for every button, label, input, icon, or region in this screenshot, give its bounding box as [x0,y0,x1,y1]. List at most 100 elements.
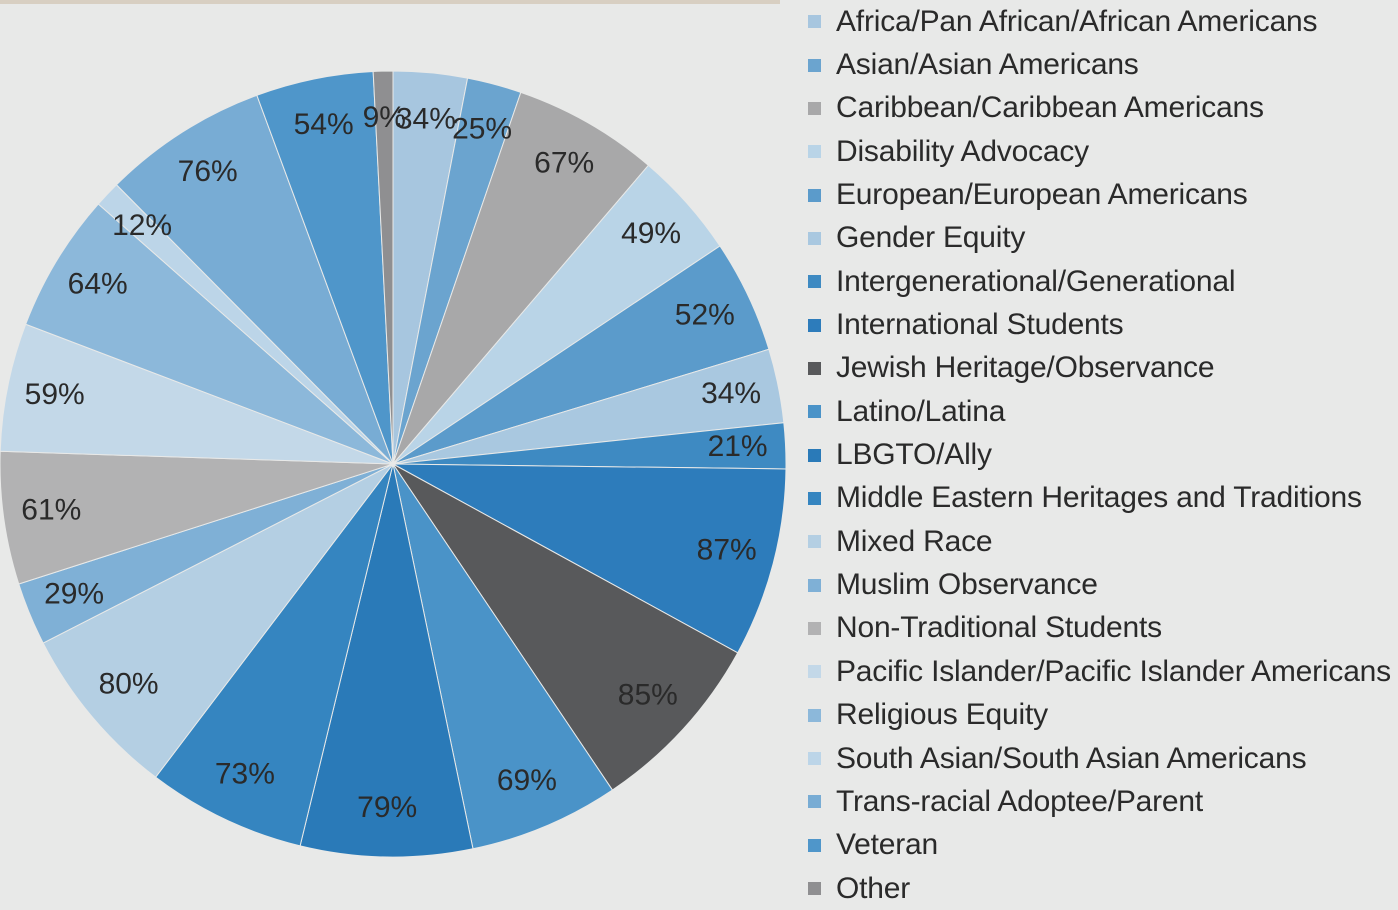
legend-swatch [808,145,821,159]
legend-label: Muslim Observance [836,568,1098,602]
slice-value-label: 85% [618,679,678,712]
legend-label: Gender Equity [836,221,1026,255]
legend-label: South Asian/South Asian Americans [836,741,1307,775]
legend-swatch [808,838,821,852]
legend-swatch [808,882,821,896]
legend-item: Middle Eastern Heritages and Traditions [808,477,1391,520]
top-strip [0,0,780,4]
legend-item: Disability Advocacy [808,130,1391,173]
slice-value-label: 54% [294,108,354,141]
legend-label: Intergenerational/Generational [836,264,1236,298]
legend-swatch [808,275,821,289]
slice-value-label: 69% [497,764,557,797]
legend-item: Pacific Islander/Pacific Islander Americ… [808,650,1391,693]
pie-chart: 34%25%67%49%52%34%21%87%85%69%79%73%80%2… [0,70,787,858]
pie-slice-other [372,70,394,465]
legend-item: European/European Americans [808,173,1391,216]
legend-item: Religious Equity [808,694,1391,737]
slice-value-label: 52% [675,298,735,331]
slice-value-label: 59% [25,378,85,411]
legend-swatch [808,405,821,419]
legend-label: International Students [836,308,1124,342]
legend-swatch [808,491,821,505]
legend-label: Caribbean/Caribbean Americans [836,91,1264,125]
legend-item: Mixed Race [808,520,1391,563]
legend-item: LBGTO/Ally [808,433,1391,476]
legend-item: South Asian/South Asian Americans [808,737,1391,780]
legend-swatch [808,361,821,375]
slice-value-label: 34% [396,103,456,136]
slice-value-label: 25% [452,113,512,146]
slice-value-label: 73% [215,758,275,791]
legend-swatch [808,665,821,679]
legend-label: Trans-racial Adoptee/Parent [836,784,1204,818]
pie-slice-mixed-race [42,463,394,778]
legend-swatch [808,58,821,72]
legend-swatch [808,448,821,462]
slice-value-label: 80% [99,668,159,701]
legend-swatch [808,101,821,115]
legend-label: Latino/Latina [836,394,1006,428]
legend-swatch [808,231,821,245]
legend-label: Veteran [836,828,939,862]
slice-value-label: 29% [44,578,104,611]
legend-swatch [808,188,821,202]
legend-label: Pacific Islander/Pacific Islander Americ… [836,654,1391,688]
slice-value-label: 34% [701,377,761,410]
legend-item: Non-Traditional Students [808,607,1391,650]
legend-label: Other [836,871,911,905]
legend-item: Africa/Pan African/African Americans [808,0,1391,43]
pie-slice-middle-eastern-heritages-and-traditions [154,463,394,847]
legend-label: European/European Americans [836,178,1248,212]
pie-slice-trans-racial-adoptee-parent [115,94,394,465]
slice-value-label: 87% [697,534,757,567]
legend-item: Gender Equity [808,217,1391,260]
legend-label: Africa/Pan African/African Americans [836,4,1318,38]
slice-value-label: 61% [21,494,81,527]
pie-slice-religious-equity [25,203,394,465]
legend-label: LBGTO/Ally [836,438,992,472]
slice-value-label: 76% [178,155,238,188]
legend-item: Latino/Latina [808,390,1391,433]
legend-swatch [808,708,821,722]
pie-slice-jewish-heritage-observance [392,463,739,791]
legend-swatch [808,752,821,766]
legend-label: Religious Equity [836,698,1048,732]
legend-label: Disability Advocacy [836,134,1089,168]
legend-label: Jewish Heritage/Observance [836,351,1215,385]
legend-label: Asian/Asian Americans [836,48,1139,82]
legend-item: Intergenerational/Generational [808,260,1391,303]
pie-slice-non-traditional-students [0,450,394,585]
legend-item: Other [808,867,1391,910]
legend-item: Muslim Observance [808,563,1391,606]
slice-value-label: 64% [68,268,128,301]
legend-item: Caribbean/Caribbean Americans [808,87,1391,130]
legend-item: Veteran [808,824,1391,867]
slice-value-label: 49% [621,217,681,250]
legend-item: International Students [808,303,1391,346]
pie-slice-caribbean-caribbean-americans [392,91,650,465]
legend-item: Jewish Heritage/Observance [808,347,1391,390]
pie-slice-latino-latina [392,463,614,850]
legend-item: Asian/Asian Americans [808,43,1391,86]
legend-swatch [808,318,821,332]
pie-slice-international-students [392,463,787,654]
legend-swatch [808,578,821,592]
slice-value-label: 12% [112,209,172,242]
legend-item: Trans-racial Adoptee/Parent [808,780,1391,823]
legend-label: Middle Eastern Heritages and Traditions [836,481,1362,515]
pie-labels: 34%25%67%49%52%34%21%87%85%69%79%73%80%2… [21,101,767,824]
slice-value-label: 67% [534,146,594,179]
slice-value-label: 79% [357,791,417,824]
pie-slice-lbgto-ally [299,463,474,858]
slice-value-label: 21% [708,430,768,463]
legend: Africa/Pan African/African Americans Asia… [808,0,1391,910]
legend-label: Non-Traditional Students [836,611,1162,645]
legend-label: Mixed Race [836,524,993,558]
pie-slices [0,70,787,858]
legend-swatch [808,535,821,549]
legend-swatch [808,15,821,29]
legend-swatch [808,795,821,809]
slice-value-label: 9% [363,101,406,134]
legend-swatch [808,621,821,635]
